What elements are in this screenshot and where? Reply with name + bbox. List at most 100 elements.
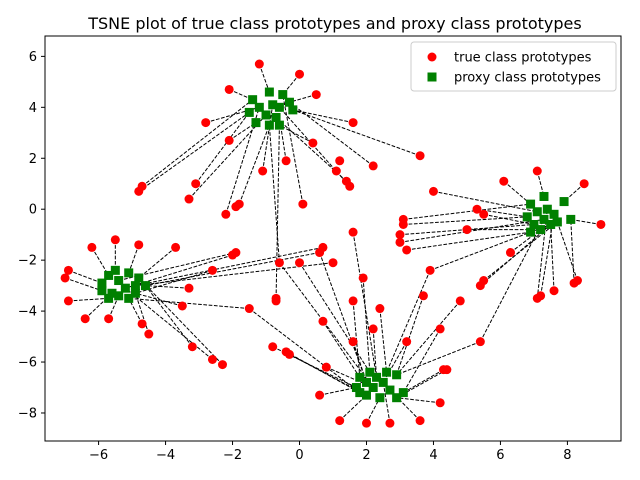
proxy-prototype-point xyxy=(378,377,388,387)
true-prototype-point xyxy=(335,156,345,166)
true-prototype-point xyxy=(402,337,412,347)
true-prototype-point xyxy=(579,179,589,189)
true-prototype-point xyxy=(221,209,231,219)
connection-line xyxy=(382,382,391,424)
proxy-prototype-point xyxy=(130,281,140,291)
x-tick-label: −6 xyxy=(89,448,108,463)
true-prototype-point xyxy=(499,176,509,186)
true-prototype-point xyxy=(395,230,405,240)
true-prototype-point xyxy=(375,304,385,314)
legend-true-label: true class prototypes xyxy=(454,51,592,66)
proxy-prototype-point xyxy=(361,390,371,400)
legend-true-marker xyxy=(427,52,437,62)
true-prototype-point xyxy=(462,225,472,235)
connection-line xyxy=(282,94,304,205)
proxy-prototype-point xyxy=(107,288,117,298)
x-tick-label: −2 xyxy=(223,448,242,463)
connection-line xyxy=(570,218,601,225)
proxy-prototype-point xyxy=(114,276,124,286)
true-prototype-point xyxy=(532,293,542,303)
connection-line xyxy=(238,124,270,205)
connection-line xyxy=(278,117,287,161)
true-prototype-point xyxy=(224,84,234,94)
proxy-prototype-point xyxy=(351,383,361,393)
connection-line xyxy=(292,109,421,157)
proxy-prototype-point xyxy=(526,227,536,237)
connection-line xyxy=(279,262,374,388)
y-tick-label: −4 xyxy=(18,305,37,320)
connection-line xyxy=(289,353,367,396)
proxy-prototype-point xyxy=(398,388,408,398)
true-prototype-point xyxy=(207,265,217,275)
proxy-prototype-point xyxy=(368,383,378,393)
true-prototype-point xyxy=(60,273,70,283)
true-prototype-point xyxy=(134,186,144,196)
proxy-prototype-point xyxy=(539,191,549,201)
chart-title: TSNE plot of true class prototypes and p… xyxy=(87,14,581,33)
true-prototype-point xyxy=(254,59,264,69)
true-prototype-point xyxy=(335,416,345,426)
connection-line xyxy=(138,277,223,365)
connection-line xyxy=(289,101,374,167)
connection-line xyxy=(319,252,367,383)
connection-line xyxy=(403,203,531,220)
proxy-prototype-point xyxy=(566,214,576,224)
y-tick-label: −6 xyxy=(18,356,37,371)
true-prototype-point xyxy=(368,161,378,171)
connection-line xyxy=(125,287,213,360)
true-prototype-point xyxy=(298,199,308,209)
connection-line xyxy=(141,99,253,187)
proxy-prototype-point xyxy=(271,113,281,123)
true-prototype-point xyxy=(472,204,482,214)
connection-line xyxy=(68,297,109,302)
proxy-prototype-point xyxy=(536,225,546,235)
legend-box xyxy=(410,41,617,92)
connection-line xyxy=(268,125,280,263)
connection-line xyxy=(91,247,110,276)
connection-line xyxy=(570,219,575,284)
proxy-prototype-point xyxy=(134,273,144,283)
connection-line xyxy=(403,369,444,394)
true-prototype-point xyxy=(368,324,378,334)
x-tick-label: 8 xyxy=(563,448,571,463)
true-prototype-point xyxy=(268,342,278,352)
connection-line xyxy=(339,394,367,421)
true-prototype-point xyxy=(284,349,294,359)
proxy-prototype-point xyxy=(274,120,284,130)
true-prototype-point xyxy=(418,291,428,301)
proxy-prototype-point xyxy=(254,102,264,112)
proxy-prototype-point xyxy=(140,281,150,291)
connection-line xyxy=(145,252,320,287)
proxy-prototype-point xyxy=(264,87,274,97)
true-prototype-point xyxy=(177,301,187,311)
true-prototype-point xyxy=(207,354,217,364)
true-prototype-point xyxy=(184,283,194,293)
connection-line xyxy=(118,252,236,282)
axes: −6 −4 −2 0 2 4 6 8 −8 −6 −4 −2 0 2 4 6 xyxy=(18,35,622,463)
connection-line xyxy=(128,244,140,274)
x-tick-label: 4 xyxy=(429,448,437,463)
proxy-prototype-point xyxy=(365,367,375,377)
proxy-prototype-point xyxy=(532,207,542,217)
true-prototype-point xyxy=(80,314,90,324)
proxy-prototype-point xyxy=(268,100,278,110)
data-points xyxy=(60,59,606,428)
connection-line xyxy=(399,218,545,243)
connection-line xyxy=(64,277,103,292)
proxy-prototype-point xyxy=(392,393,402,403)
proxy-prototype-point xyxy=(274,102,284,112)
connection-line xyxy=(352,232,378,378)
proxy-prototype-point xyxy=(104,270,114,280)
proxy-prototype-point xyxy=(382,367,392,377)
y-tick-label: −8 xyxy=(18,406,37,421)
true-prototype-point xyxy=(475,337,485,347)
proxy-prototype-point xyxy=(261,110,271,120)
proxy-prototype-point xyxy=(124,293,134,303)
true-prototype-point xyxy=(228,250,238,260)
true-prototype-point xyxy=(415,416,425,426)
true-prototype-point xyxy=(244,304,254,314)
connection-line xyxy=(292,109,354,124)
true-prototype-point xyxy=(144,329,154,339)
true-prototype-point xyxy=(187,342,197,352)
